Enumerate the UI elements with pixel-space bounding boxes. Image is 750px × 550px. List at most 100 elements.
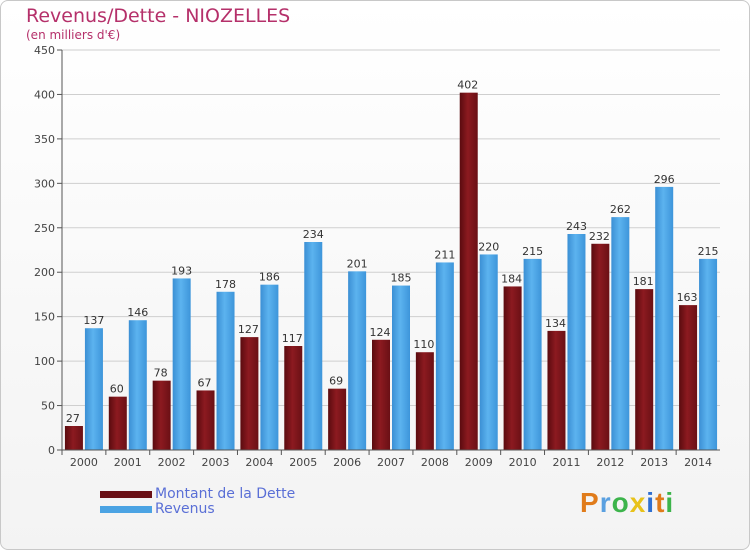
bars-layer bbox=[64, 92, 718, 451]
data-label-dette: 110 bbox=[413, 338, 434, 351]
logo-letter: r bbox=[599, 487, 612, 518]
bar-revenus-2011 bbox=[567, 234, 586, 450]
bar-dette-2014 bbox=[679, 305, 698, 450]
data-label-revenus: 234 bbox=[303, 228, 324, 241]
bar-revenus-2000 bbox=[84, 328, 103, 450]
data-label-dette: 232 bbox=[589, 230, 610, 243]
bar-revenus-2010 bbox=[523, 258, 542, 450]
x-tick-label: 2007 bbox=[377, 456, 405, 469]
bar-revenus-2004 bbox=[260, 284, 279, 450]
x-tick-label: 2002 bbox=[158, 456, 186, 469]
chart-title: Revenus/Dette - NIOZELLES bbox=[26, 5, 291, 27]
legend-item-dette: Montant de la Dette bbox=[100, 486, 295, 502]
bar-dette-2006 bbox=[328, 388, 347, 450]
bar-dette-2000 bbox=[64, 426, 83, 450]
y-tick-label: 50 bbox=[41, 400, 55, 413]
bar-dette-2012 bbox=[591, 243, 610, 450]
legend-swatch-dette bbox=[100, 490, 152, 498]
data-label-revenus: 296 bbox=[654, 173, 675, 186]
x-tick-label: 2008 bbox=[421, 456, 449, 469]
data-label-dette: 67 bbox=[198, 376, 212, 389]
bar-dette-2003 bbox=[196, 390, 215, 450]
bar-revenus-2007 bbox=[392, 285, 410, 450]
logo-letter: t bbox=[655, 487, 666, 518]
logo-letter: x bbox=[629, 487, 647, 518]
bar-dette-2009 bbox=[459, 92, 478, 451]
data-label-dette: 69 bbox=[329, 375, 343, 388]
x-tick-label: 2006 bbox=[333, 456, 361, 469]
data-label-dette: 163 bbox=[677, 291, 698, 304]
x-tick-label: 2000 bbox=[70, 456, 98, 469]
bar-dette-2007 bbox=[372, 339, 390, 450]
bar-dette-2010 bbox=[503, 286, 522, 450]
bar-revenus-2014 bbox=[699, 258, 718, 450]
y-tick-label: 400 bbox=[34, 88, 55, 101]
logo-letter: P bbox=[580, 487, 600, 518]
y-tick-label: 150 bbox=[34, 311, 55, 324]
bar-revenus-2001 bbox=[128, 320, 147, 450]
data-label-revenus: 193 bbox=[171, 264, 192, 277]
bar-dette-2001 bbox=[108, 396, 127, 450]
grid-layer bbox=[62, 49, 720, 407]
bar-dette-2005 bbox=[284, 346, 303, 450]
bar-revenus-2003 bbox=[216, 291, 235, 450]
bar-revenus-2006 bbox=[348, 271, 367, 450]
bar-dette-2011 bbox=[547, 330, 566, 450]
x-tick-label: 2013 bbox=[640, 456, 668, 469]
bar-revenus-2013 bbox=[655, 186, 674, 450]
chart-subtitle: (en milliers d'€) bbox=[26, 28, 121, 42]
x-tick-label: 2009 bbox=[465, 456, 493, 469]
data-label-revenus: 146 bbox=[127, 306, 148, 319]
y-tick-label: 100 bbox=[34, 355, 55, 368]
legend-label-dette: Montant de la Dette bbox=[155, 486, 296, 502]
bar-revenus-2002 bbox=[172, 278, 191, 450]
data-label-revenus: 262 bbox=[610, 203, 631, 216]
axis-layer: 0 50 100 150 200 250 300 350 400 450 2000 2001 2002 2… bbox=[34, 44, 720, 469]
bar-revenus-2012 bbox=[611, 217, 630, 450]
logo-letter: o bbox=[611, 487, 630, 518]
x-tick-label: 2004 bbox=[245, 456, 273, 469]
bar-dette-2013 bbox=[635, 289, 654, 450]
data-label-dette: 124 bbox=[370, 326, 391, 339]
bar-revenus-2005 bbox=[304, 242, 323, 450]
y-tick-label: 200 bbox=[34, 266, 55, 279]
data-label-revenus: 215 bbox=[522, 245, 543, 258]
x-tick-label: 2014 bbox=[684, 456, 712, 469]
x-tick-label: 2011 bbox=[552, 456, 580, 469]
data-label-revenus: 178 bbox=[215, 278, 236, 291]
data-label-revenus: 201 bbox=[347, 257, 368, 270]
data-label-revenus: 186 bbox=[259, 271, 280, 284]
data-label-dette: 27 bbox=[66, 412, 80, 425]
data-label-dette: 402 bbox=[457, 79, 478, 92]
y-tick-label: 350 bbox=[34, 133, 55, 146]
data-label-dette: 134 bbox=[545, 317, 566, 330]
data-label-revenus: 243 bbox=[566, 220, 587, 233]
bar-revenus-2009 bbox=[479, 254, 498, 450]
x-tick-label: 2003 bbox=[202, 456, 230, 469]
x-tick-label: 2010 bbox=[509, 456, 537, 469]
data-label-revenus: 220 bbox=[478, 240, 499, 253]
data-label-revenus: 185 bbox=[391, 272, 412, 285]
data-label-dette: 184 bbox=[501, 272, 522, 285]
data-label-dette: 60 bbox=[110, 383, 124, 396]
labels-layer: 27 137 60 146 78 193 67 178 127 186 117 234 69 201 124… bbox=[66, 79, 719, 425]
legend-item-revenus: Revenus bbox=[100, 501, 215, 517]
bar-dette-2004 bbox=[240, 337, 259, 450]
y-tick-label: 0 bbox=[48, 444, 55, 457]
logo-letter: i bbox=[665, 487, 675, 518]
x-tick-label: 2012 bbox=[596, 456, 624, 469]
logo-letter: i bbox=[646, 487, 656, 518]
data-label-revenus: 137 bbox=[83, 314, 104, 327]
x-tick-label: 2001 bbox=[114, 456, 142, 469]
data-label-dette: 181 bbox=[633, 275, 654, 288]
y-tick-label: 450 bbox=[34, 44, 55, 57]
bar-dette-2008 bbox=[415, 352, 434, 450]
legend-label-revenus: Revenus bbox=[155, 501, 215, 517]
data-label-dette: 78 bbox=[154, 367, 168, 380]
bar-revenus-2008 bbox=[435, 262, 454, 450]
y-tick-label: 300 bbox=[34, 177, 55, 190]
data-label-revenus: 215 bbox=[698, 245, 719, 258]
legend-swatch-revenus bbox=[100, 505, 152, 513]
data-label-dette: 127 bbox=[238, 323, 259, 336]
